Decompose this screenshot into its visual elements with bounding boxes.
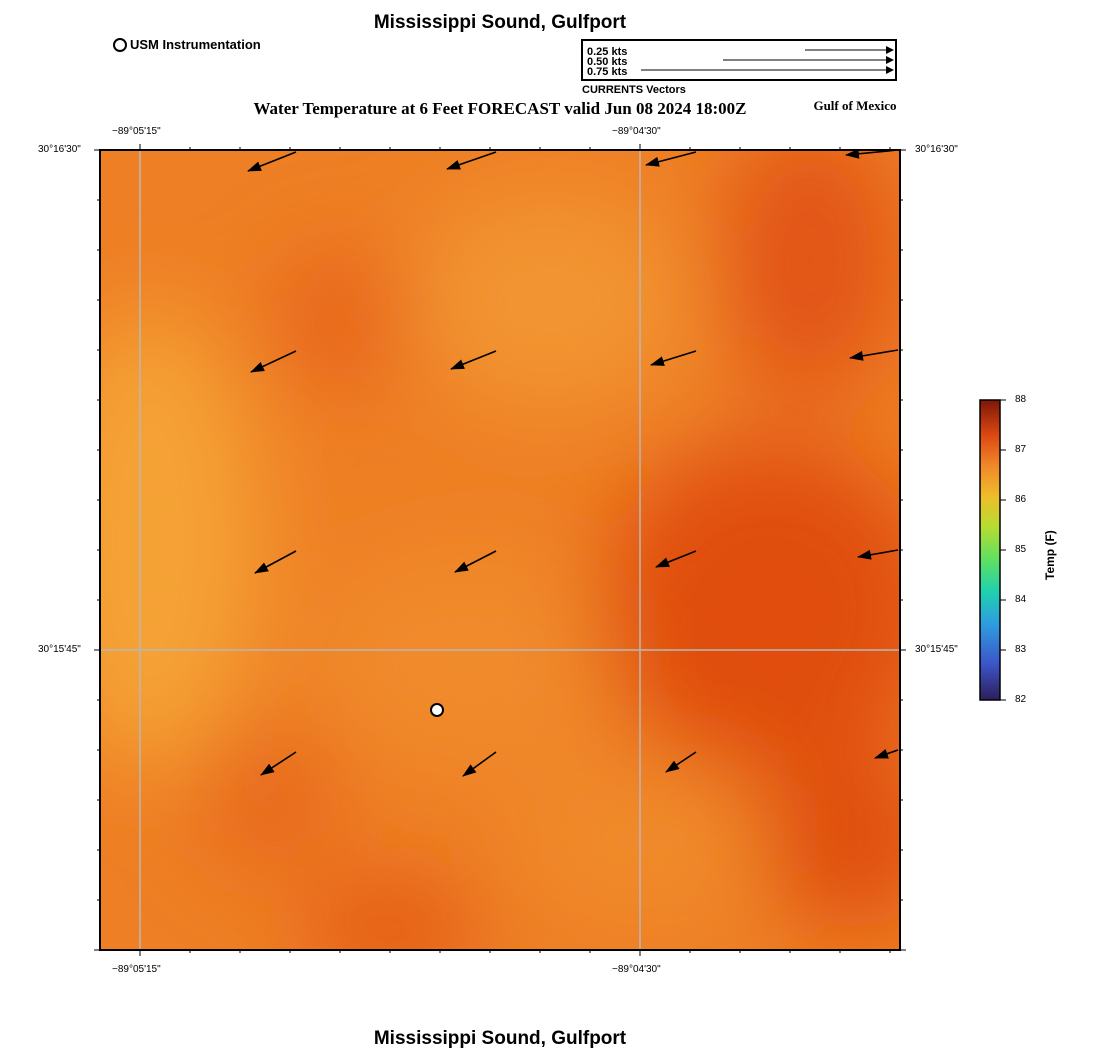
- lon-tick-top-2: −89°04'30": [612, 126, 661, 137]
- colorbar-tick-88: 88: [1015, 394, 1027, 405]
- vector-legend-label-3: 0.75 kts: [587, 66, 628, 78]
- colorbar-tick-85: 85: [1015, 544, 1027, 555]
- footer-title: Mississippi Sound, Gulfport: [373, 1028, 627, 1049]
- frame-ticks: [94, 144, 906, 956]
- map-subtitle: Water Temperature at 6 Feet FORECAST val…: [253, 99, 747, 118]
- colorbar-title: Temp (F): [1043, 530, 1057, 580]
- map-title: Mississippi Sound, Gulfport: [373, 12, 627, 33]
- colorbar-tick-83: 83: [1015, 644, 1027, 655]
- usm-station-marker[interactable]: [430, 703, 444, 717]
- colorbar-ticks: [1000, 399, 1006, 701]
- current-vector: [260, 751, 297, 776]
- current-vector: [849, 349, 899, 361]
- current-vector: [454, 550, 497, 573]
- station-legend: USM Instrumentation: [113, 37, 261, 52]
- vector-legend-arrows: [641, 46, 894, 74]
- station-marker-icon: [113, 37, 127, 52]
- lat-tick-right-2: 30°15'45": [915, 644, 958, 655]
- vector-legend-caption: CURRENTS Vectors: [582, 84, 686, 96]
- station-legend-label: USM Instrumentation: [130, 37, 261, 52]
- colorbar-tick-86: 86: [1015, 494, 1027, 505]
- current-vectors: [247, 148, 899, 777]
- current-vector: [874, 749, 899, 759]
- current-vector: [857, 549, 899, 560]
- current-vector: [254, 550, 297, 574]
- current-vector: [645, 151, 697, 167]
- current-vector: [650, 350, 697, 366]
- lat-tick-left-1: 30°16'30": [38, 144, 81, 155]
- lon-tick-bottom-2: −89°04'30": [612, 964, 661, 975]
- lon-tick-bottom-1: −89°05'15": [112, 964, 161, 975]
- current-vector: [247, 151, 297, 172]
- graticule: [100, 150, 900, 950]
- current-vector: [655, 550, 697, 568]
- temperature-field: [100, 150, 900, 950]
- lon-tick-top-1: −89°05'15": [112, 126, 161, 137]
- current-vector: [250, 350, 297, 373]
- temperature-map: [94, 144, 906, 956]
- vector-legend-label-1: 0.25 kts: [587, 46, 628, 58]
- vector-legend-label-2: 0.50 kts: [587, 56, 628, 68]
- current-vector: [462, 751, 497, 777]
- colorbar-tick-84: 84: [1015, 594, 1027, 605]
- current-vector: [665, 751, 697, 773]
- colorbar-tick-82: 82: [1015, 694, 1027, 705]
- colorbar-gradient: [979, 399, 1001, 701]
- lat-tick-left-2: 30°15'45": [38, 644, 81, 655]
- current-vector: [446, 151, 497, 170]
- colorbar-tick-87: 87: [1015, 444, 1027, 455]
- vector-legend: 0.25 kts 0.50 kts 0.75 kts: [581, 39, 897, 81]
- current-vector: [845, 148, 899, 159]
- colorbar: [979, 399, 1006, 701]
- lat-tick-right-1: 30°16'30": [915, 144, 958, 155]
- region-label: Gulf of Mexico: [813, 98, 897, 113]
- current-vector: [450, 350, 497, 370]
